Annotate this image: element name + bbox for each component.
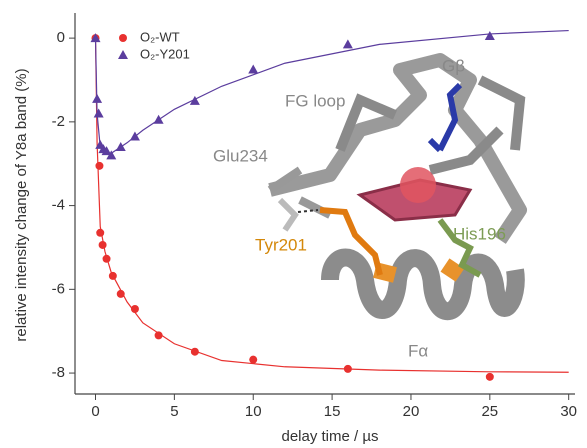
legend-marker [118, 50, 128, 59]
x-axis-label: delay time / µs [281, 428, 378, 445]
annotation: Fα [408, 341, 428, 360]
x-tick-label: 30 [560, 403, 577, 420]
x-tick-label: 25 [481, 403, 498, 420]
point [249, 355, 258, 364]
point [108, 271, 117, 280]
helix [321, 248, 525, 320]
point [96, 228, 105, 237]
annotation: Gβ [442, 56, 465, 75]
point [485, 372, 494, 381]
point [343, 364, 352, 373]
y-tick-label: -6 [52, 280, 65, 297]
point [342, 39, 353, 49]
annotation: His196 [453, 224, 506, 243]
annotation: Glu234 [213, 146, 268, 165]
legend-label: O₂-Y201 [140, 46, 190, 61]
oxygen [400, 167, 436, 203]
point [129, 131, 140, 141]
point [95, 161, 104, 170]
point [115, 141, 126, 151]
point [190, 347, 199, 356]
protein-inset: FG loop Glu234 Tyr201 His196 Gβ Fα [213, 53, 527, 360]
residue-tyr [319, 207, 383, 276]
residue-glu [277, 197, 299, 232]
fit-line [94, 38, 569, 373]
point [130, 305, 139, 314]
y-tick-label: 0 [57, 29, 65, 46]
ribbon [268, 53, 527, 244]
annotation: FG loop [285, 91, 345, 110]
point [90, 33, 101, 43]
point [189, 95, 200, 105]
y-tick-label: -2 [52, 113, 65, 130]
point [102, 254, 111, 263]
y-axis-label: relative intensity change of Y8a band (%… [13, 68, 30, 341]
ribbon [335, 75, 526, 175]
x-tick-label: 10 [245, 403, 262, 420]
point [154, 331, 163, 340]
y-tick-label: -8 [52, 364, 65, 381]
point [153, 114, 164, 124]
point [98, 240, 107, 249]
point [93, 108, 104, 118]
point [116, 289, 125, 298]
x-tick-label: 20 [403, 403, 420, 420]
legend-marker [119, 34, 127, 42]
residue-g [427, 82, 463, 153]
point [101, 146, 112, 156]
residue-his [437, 218, 482, 278]
point [106, 150, 117, 160]
annotation: Tyr201 [255, 235, 307, 254]
x-tick-label: 15 [324, 403, 341, 420]
x-tick-label: 5 [170, 403, 178, 420]
y-tick-label: -4 [52, 197, 65, 214]
point [92, 93, 103, 103]
point [248, 64, 259, 74]
point [484, 31, 495, 41]
x-tick-label: 0 [91, 403, 99, 420]
legend-label: O₂-WT [140, 29, 180, 44]
